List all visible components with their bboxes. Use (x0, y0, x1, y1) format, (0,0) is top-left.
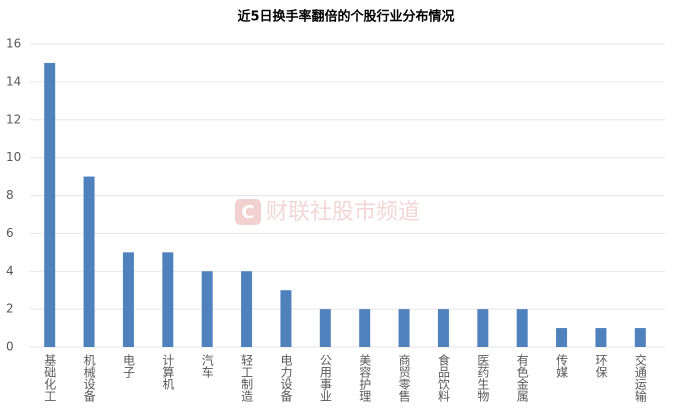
y-tick-label: 12 (6, 112, 21, 126)
x-tick-label: 美容护理 (358, 354, 372, 402)
y-tick-label: 0 (6, 340, 14, 354)
bar (83, 176, 95, 347)
y-tick-label: 16 (6, 37, 21, 51)
y-tick-label: 10 (6, 150, 21, 164)
x-tick-label: 机械设备 (82, 354, 96, 403)
bar (201, 271, 213, 347)
x-tick-label: 商贸零售 (397, 353, 411, 402)
bar (241, 271, 253, 347)
x-tick-label: 公用事业 (318, 354, 332, 402)
x-tick-label: 计算机 (161, 354, 175, 390)
bar (595, 328, 607, 347)
watermark-logo: C (235, 199, 261, 225)
svg-text:C: C (241, 202, 254, 223)
x-tick-label: 有色金属 (515, 354, 529, 403)
x-tick-label: 传媒 (555, 353, 569, 378)
x-tick-label: 汽车 (200, 353, 214, 379)
x-tick-label: 基础化工 (43, 354, 57, 402)
bar (398, 309, 410, 347)
bar (477, 309, 489, 347)
y-tick-label: 2 (6, 302, 14, 316)
bar (319, 309, 331, 347)
bar (162, 252, 174, 347)
x-tick-label: 医药生物 (476, 354, 490, 402)
y-tick-label: 4 (6, 264, 14, 278)
y-tick-label: 8 (6, 188, 14, 202)
x-tick-label: 食品饮料 (436, 353, 450, 402)
x-tick-label: 环保 (594, 354, 608, 378)
bar (516, 309, 528, 347)
x-tick-label: 交通运输 (633, 353, 647, 403)
x-tick-label: 电力设备 (279, 354, 293, 403)
bar (359, 309, 371, 347)
bar (437, 309, 449, 347)
y-tick-label: 14 (6, 74, 21, 88)
bar (556, 328, 568, 347)
bar (634, 328, 646, 347)
watermark: 财联社股市频道 (266, 200, 420, 225)
bar (44, 62, 56, 347)
x-tick-label: 电子 (121, 354, 135, 378)
bar (280, 290, 292, 347)
chart-title: 近5日换手率翻倍的个股行业分布情况 (237, 9, 454, 25)
x-tick-label: 轻工制造 (240, 354, 254, 402)
y-tick-label: 6 (6, 226, 14, 240)
bar (122, 252, 134, 347)
